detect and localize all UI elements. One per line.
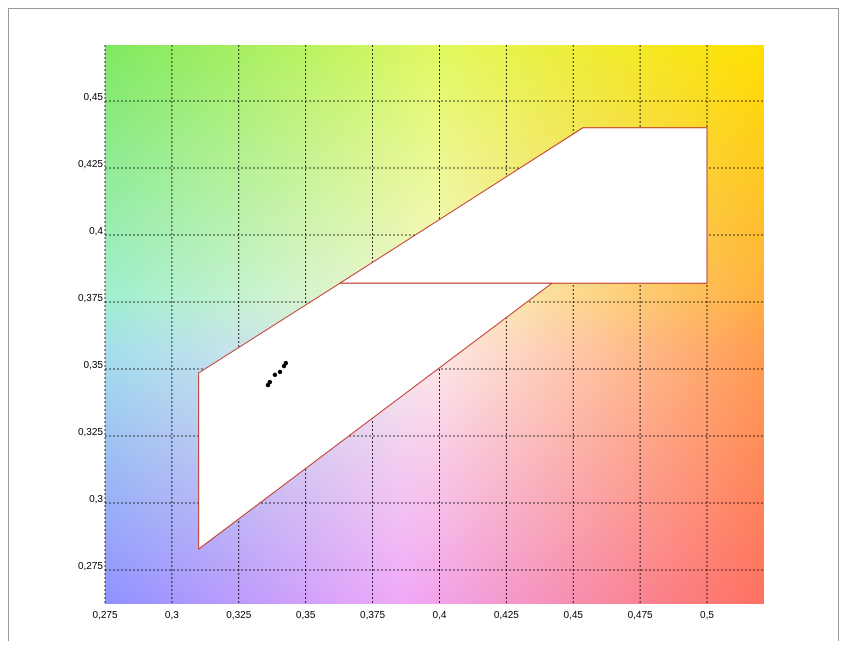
x-tick-label: 0,45 xyxy=(563,610,583,621)
x-tick-label: 0,3 xyxy=(165,610,179,621)
y-tick-label: 0,425 xyxy=(78,159,103,170)
window-frame xyxy=(8,8,839,646)
y-tick-label: 0,375 xyxy=(78,293,103,304)
y-tick-label: 0,325 xyxy=(78,427,103,438)
point xyxy=(277,369,283,375)
x-tick-label: 0,475 xyxy=(628,610,653,621)
y-tick-label: 0,35 xyxy=(84,360,104,371)
x-tick-label: 0,325 xyxy=(226,610,251,621)
point xyxy=(267,379,273,385)
point xyxy=(283,360,289,366)
region xyxy=(338,127,708,284)
y-tick-label: 0,275 xyxy=(78,561,103,572)
region xyxy=(198,282,554,551)
plot: 0,275 0,3 0,325 0,35 0,375 0,4 0,425 0,45 0,475 0… xyxy=(78,45,764,621)
x-tick-label: 0,5 xyxy=(700,610,714,621)
x-tick-label: 0,35 xyxy=(296,610,316,621)
y-tick-label: 0,45 xyxy=(84,92,104,103)
y-tick-label: 0,3 xyxy=(89,494,103,505)
x-tick-label: 0,375 xyxy=(360,610,385,621)
x-tick-label: 0,275 xyxy=(92,610,117,621)
point xyxy=(272,372,278,378)
x-tick-label: 0,425 xyxy=(494,610,519,621)
x-tick-label: 0,4 xyxy=(432,610,446,621)
y-tick-label: 0,4 xyxy=(89,226,103,237)
